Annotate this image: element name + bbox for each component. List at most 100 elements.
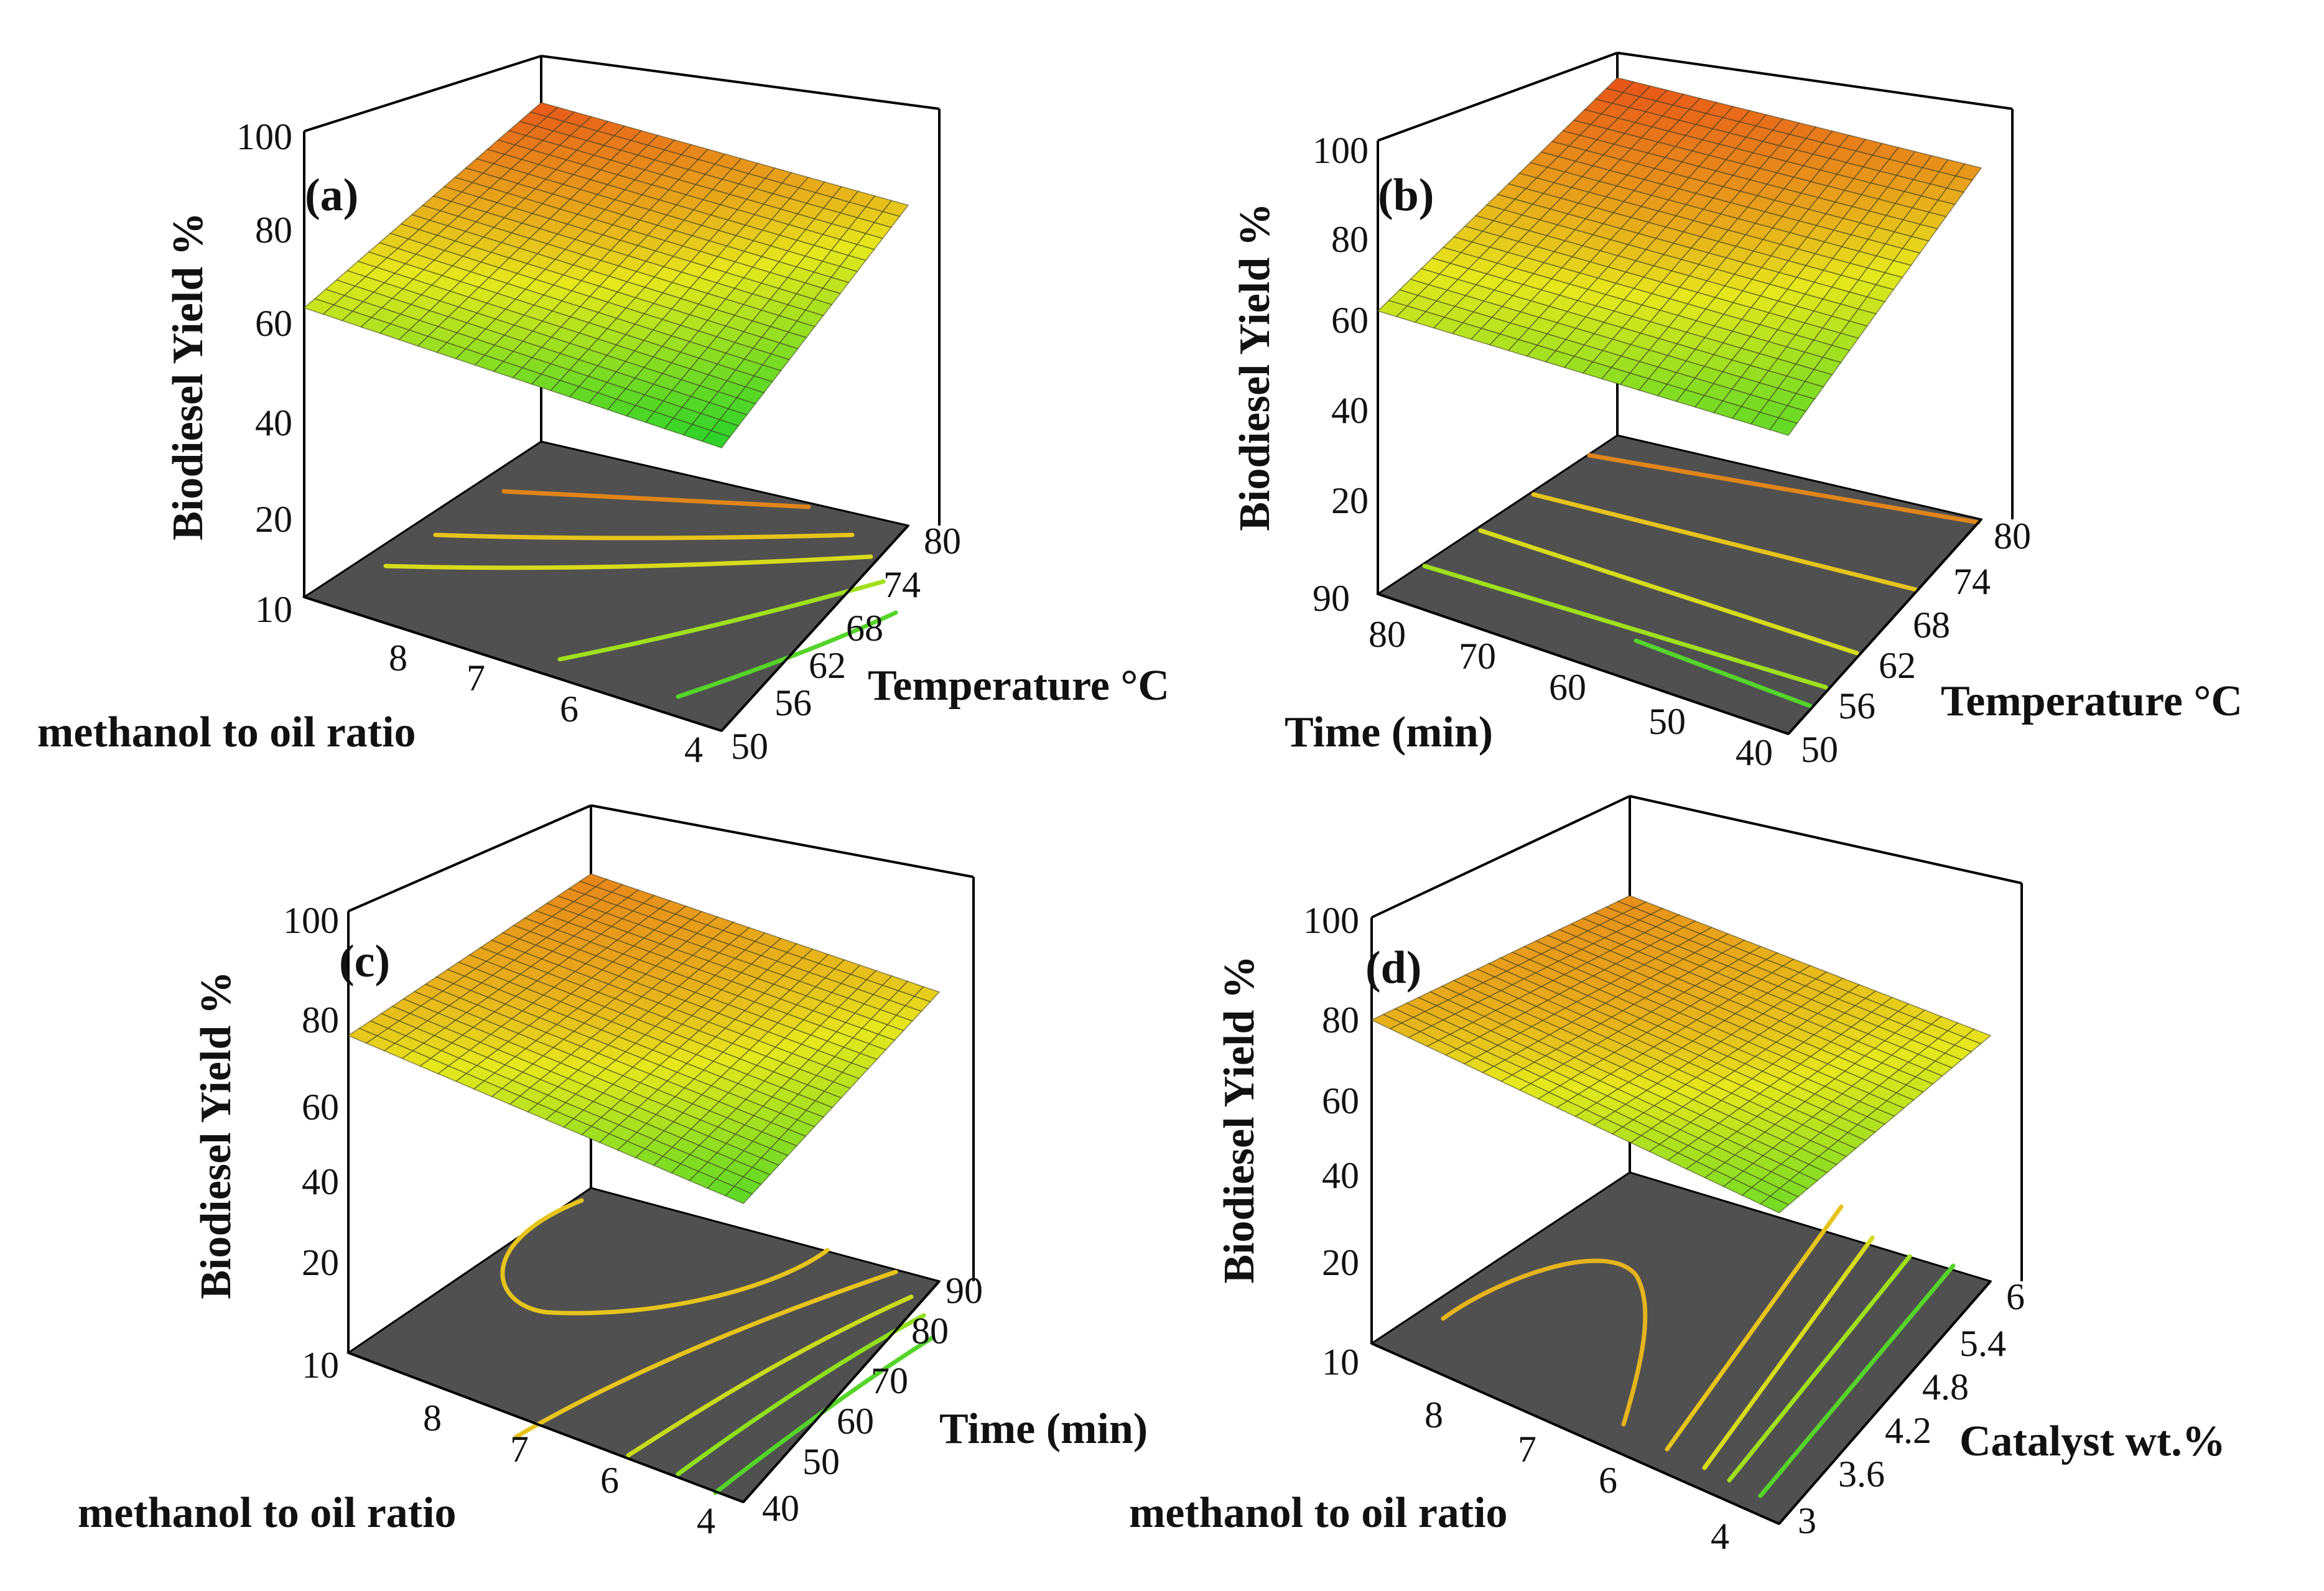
panel-c-y-tick: 50 bbox=[802, 1441, 840, 1482]
panel-c-y-tick: 60 bbox=[837, 1401, 874, 1442]
panel-d-contour-floor bbox=[1369, 1171, 1992, 1525]
panel-d-surface-cell bbox=[1963, 1028, 1992, 1044]
panel-d-y-tick: 4.2 bbox=[1885, 1410, 1931, 1451]
panel-c-z-tick: 20 bbox=[302, 1242, 339, 1283]
panel-c-x-tick: 7 bbox=[510, 1429, 529, 1470]
panel-b-x-tick: 50 bbox=[1648, 701, 1686, 742]
panel-b-contour-3 bbox=[1478, 528, 1859, 656]
panel-b-contour-lines bbox=[1422, 453, 1981, 708]
panel-d-z-axis-title: Biodiesel Yield % bbox=[1215, 955, 1263, 1284]
panel-a-contour-3 bbox=[383, 554, 873, 570]
panel-c-contour-3 bbox=[626, 1294, 914, 1458]
panel-a-label: (a) bbox=[305, 170, 358, 221]
panel-d-label: (d) bbox=[1365, 942, 1421, 993]
panel-d-x-tick: 6 bbox=[1599, 1460, 1617, 1501]
panel-d-contour-2 bbox=[1665, 1204, 1844, 1452]
panel-b-x-tick: 90 bbox=[1313, 578, 1350, 619]
panel-a-contour-5 bbox=[676, 610, 898, 699]
panel-d-z-tick: 60 bbox=[1322, 1080, 1359, 1121]
panel-a-box-front bbox=[304, 524, 909, 732]
panel-a-y-tick: 62 bbox=[809, 645, 846, 686]
panel-a-y-tick: 56 bbox=[774, 682, 812, 723]
panel-d-y-axis-title: Catalyst wt.% bbox=[1959, 1417, 2226, 1465]
panel-c-surface-cell bbox=[913, 986, 941, 1003]
panel-d-contour-5 bbox=[1758, 1263, 1956, 1498]
panel-c-label: (c) bbox=[339, 936, 390, 987]
panel-a-contour-floor bbox=[302, 440, 910, 732]
panel-c-z-axis-title: Biodiesel Yield % bbox=[192, 971, 240, 1299]
panel-b-z-tick: 40 bbox=[1331, 390, 1369, 431]
panel-c-x-tick: 6 bbox=[600, 1460, 619, 1501]
panel-c-z-tick: 80 bbox=[302, 1000, 339, 1041]
panel-a-y-tick: 74 bbox=[883, 564, 921, 605]
panel-a-surface-cell bbox=[882, 200, 909, 217]
panel-c-y-axis-title: Time (min) bbox=[939, 1405, 1148, 1453]
panel-d-z-tick: 10 bbox=[1322, 1342, 1359, 1383]
panel-d-contour-4 bbox=[1727, 1254, 1912, 1483]
panel-b-y-tick: 50 bbox=[1801, 729, 1838, 770]
panel-b-x-axis-title: Time (min) bbox=[1285, 708, 1493, 756]
panel-c-contour-floor bbox=[346, 1187, 941, 1503]
panel-b-z-axis-title: Biodiesel Yield % bbox=[1231, 203, 1279, 531]
panel-b-z-tick: 80 bbox=[1331, 219, 1369, 260]
panel-d-z-tick: 40 bbox=[1322, 1155, 1359, 1196]
panel-d-contour-1 bbox=[1441, 1258, 1648, 1427]
panel-a-x-axis-title: methanol to oil ratio bbox=[37, 708, 416, 756]
panel-a-z-tick: 60 bbox=[255, 303, 292, 344]
panel-a-x-tick: 7 bbox=[467, 657, 485, 698]
panel-c-contour-2 bbox=[514, 1269, 898, 1439]
panel-c-surface-mesh bbox=[347, 873, 941, 1204]
panel-d-z-tick: 80 bbox=[1322, 1000, 1359, 1041]
panel-c-x-axis-title: methanol to oil ratio bbox=[78, 1489, 457, 1537]
panel-c-y-tick: 40 bbox=[762, 1488, 799, 1529]
panel-c-box-front bbox=[348, 1280, 941, 1503]
panel-d-y-tick: 6 bbox=[2006, 1276, 2025, 1317]
panel-d-x-tick: 4 bbox=[1711, 1516, 1729, 1557]
panel-b-x-tick: 80 bbox=[1369, 614, 1406, 655]
panel-d-contour-3 bbox=[1702, 1235, 1875, 1470]
panel-b: (b) 100 80 60 40 20 Biodiesel Yield % 90… bbox=[1231, 52, 2243, 773]
panel-c-y-tick: 70 bbox=[871, 1360, 908, 1401]
panel-d-y-tick: 3 bbox=[1798, 1500, 1816, 1541]
panel-b-z-tick: 20 bbox=[1331, 480, 1369, 521]
panel-d-y-tick: 4.8 bbox=[1922, 1366, 1969, 1408]
panel-c-y-tick: 90 bbox=[946, 1270, 983, 1311]
panel-a-x-tick: 4 bbox=[684, 729, 703, 770]
panel-d-contour-lines bbox=[1441, 1204, 1956, 1498]
panel-d: (d) 100 80 60 40 20 10 Biodiesel Yield %… bbox=[1129, 795, 2226, 1557]
panel-b-x-tick: 70 bbox=[1459, 636, 1496, 677]
panel-b-y-tick: 62 bbox=[1879, 645, 1916, 686]
panel-a-z-tick: 100 bbox=[236, 116, 292, 157]
panel-a-contour-4 bbox=[557, 579, 886, 662]
panel-a-y-tick: 50 bbox=[731, 726, 768, 767]
panel-b-z-tick: 100 bbox=[1313, 130, 1369, 171]
panel-b-contour-4 bbox=[1422, 564, 1828, 690]
panel-b-x-tick: 60 bbox=[1549, 667, 1586, 708]
panel-d-z-tick: 100 bbox=[1303, 900, 1359, 941]
panel-b-z-tick: 60 bbox=[1331, 300, 1369, 341]
panel-c-x-tick: 4 bbox=[697, 1500, 715, 1541]
panel-a: (a) 100 80 60 40 20 10 Biodiesel Yield %… bbox=[37, 55, 1169, 770]
panel-b-label: (b) bbox=[1378, 170, 1434, 221]
panel-c-y-tick: 80 bbox=[911, 1310, 949, 1352]
panel-b-y-tick: 80 bbox=[1994, 516, 2031, 557]
panel-d-surface-mesh bbox=[1370, 895, 1992, 1213]
panel-d-z-tick: 20 bbox=[1322, 1242, 1359, 1283]
panel-d-x-tick: 7 bbox=[1518, 1429, 1536, 1470]
panel-a-contour-2 bbox=[433, 532, 855, 540]
panel-c-z-tick: 100 bbox=[283, 900, 339, 941]
panel-a-surface-mesh bbox=[303, 102, 909, 448]
panel-b-surface-mesh bbox=[1377, 77, 1982, 436]
panel-a-x-tick: 8 bbox=[389, 638, 407, 679]
panel-b-surface-cell bbox=[1954, 163, 1982, 181]
panel-b-y-tick: 68 bbox=[1913, 605, 1950, 646]
panel-a-contour-1 bbox=[501, 489, 811, 509]
panel-c: (c) 100 80 60 40 20 10 Biodiesel Yield %… bbox=[78, 804, 1148, 1541]
panel-c-z-tick: 60 bbox=[302, 1087, 339, 1128]
panel-d-y-tick: 5.4 bbox=[1959, 1323, 2006, 1364]
panel-b-y-tick: 74 bbox=[1953, 561, 1991, 602]
panel-b-y-axis-title: Temperature °C bbox=[1941, 677, 2243, 725]
panel-a-z-axis-title: Biodiesel Yield % bbox=[164, 212, 212, 540]
panel-c-z-tick: 10 bbox=[302, 1345, 339, 1386]
panel-a-x-tick: 6 bbox=[560, 689, 579, 730]
